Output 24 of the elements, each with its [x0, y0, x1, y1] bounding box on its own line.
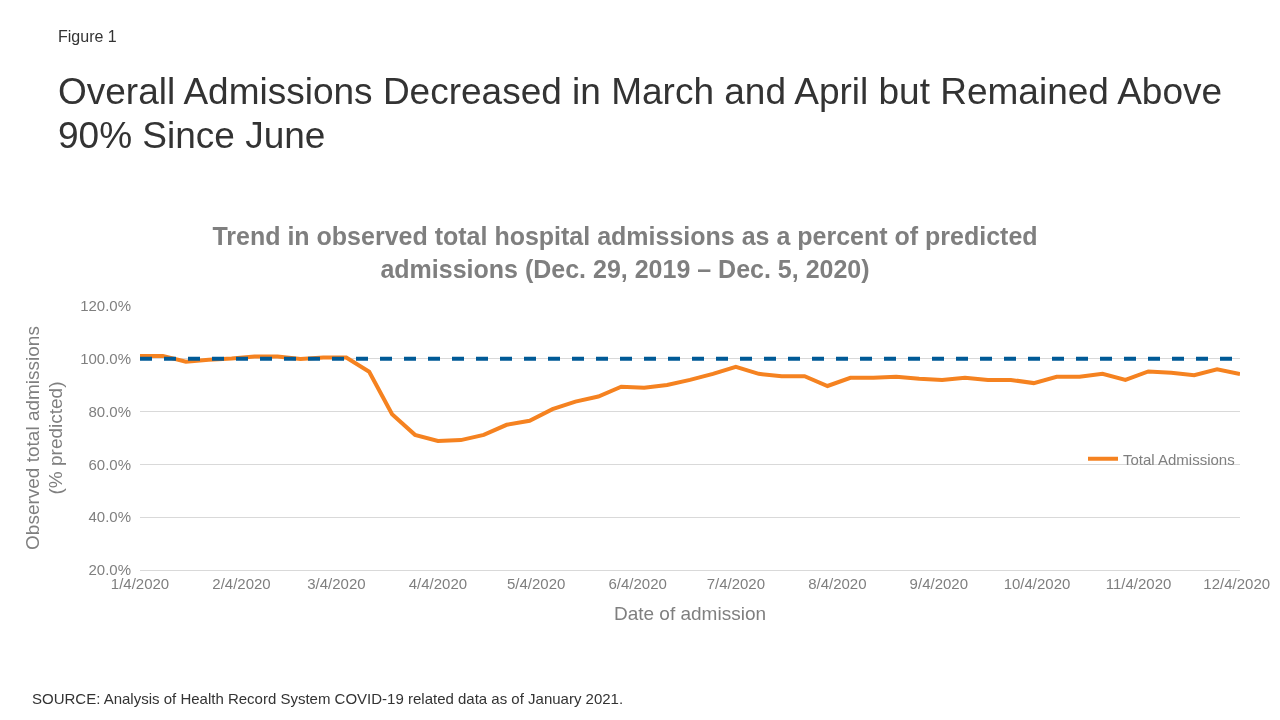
x-tick-label: 2/4/2020 — [212, 575, 271, 592]
x-axis-title: Date of admission — [613, 602, 767, 624]
caption: Figure 1 — [58, 28, 117, 46]
y-tick-label: 80.0% — [88, 402, 131, 420]
x-tick-label: 4/4/2020 — [408, 575, 468, 592]
x-tick-label: 3/4/2020 — [307, 575, 366, 592]
y-tick-label: 60.0% — [88, 455, 131, 473]
x-tick-label: 8/4/2020 — [808, 575, 867, 592]
y-tick-label: 120.0% — [80, 297, 131, 315]
legend-label: Total Admissions — [1123, 450, 1235, 468]
x-tick-label: 12/4/2020 — [1203, 575, 1271, 592]
x-tick-label: 9/4/2020 — [909, 575, 969, 592]
y-axis-title: Observed total admissions (% predicted) — [22, 325, 67, 552]
chart-title: Overall Admissions Decreased in March and April but Remained Above 90% Since June — [58, 70, 1224, 159]
y-tick-label: 100.0% — [80, 350, 131, 368]
x-tick-label: 5/4/2020 — [506, 575, 566, 592]
x-tick-label: 10/4/2020 — [1003, 575, 1071, 592]
source-note: SOURCE: Analysis of Health Record System COVID-19 related data as of January 2021. — [32, 690, 624, 707]
chart-subtitle: Trend in observed total hospital admissions as a percent of predicted admissions (Dec. 29, 2019 – Dec. 5, 2020) — [211, 221, 1039, 285]
x-tick-label: 7/4/2020 — [706, 575, 766, 592]
y-tick-label: 40.0% — [88, 508, 131, 526]
x-tick-label: 6/4/2020 — [608, 575, 667, 592]
line-series — [140, 353, 1240, 443]
x-tick-label: 11/4/2020 — [1105, 575, 1172, 592]
